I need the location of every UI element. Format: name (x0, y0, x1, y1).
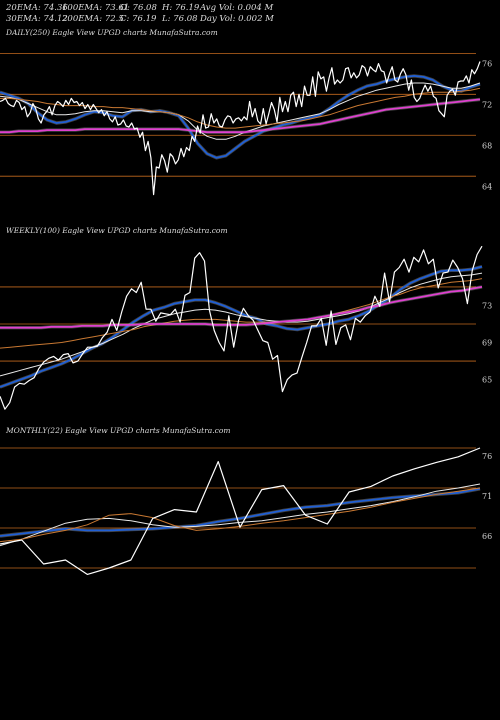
monthly-ema20-line (0, 487, 481, 537)
stat-low: L: 76.08 (162, 14, 198, 24)
weekly-ema100-line (0, 278, 483, 349)
monthly-price-line (0, 447, 481, 576)
weekly-ytick-0: 73 (482, 301, 492, 310)
weekly-ytick-2: 65 (482, 376, 492, 385)
daily-ytick-1: 72 (482, 101, 492, 110)
stat-ema100: 100EMA: 73.61 (62, 3, 130, 13)
daily-ema200-line (0, 98, 481, 134)
stat-open: O: 76.08 (120, 3, 157, 13)
monthly-ytick-0: 76 (482, 452, 492, 461)
stat-avgvol: Avg Vol: 0.004 M (200, 3, 274, 13)
daily-chart-title: DAILY(250) Eagle View UPGD charts Munafa… (6, 28, 218, 37)
weekly-ytick-1: 69 (482, 339, 492, 348)
monthly-ytick-1: 71 (482, 492, 492, 501)
stat-dayvol: Day Vol: 0.002 M (200, 14, 274, 24)
daily-ytick-3: 64 (482, 182, 492, 191)
weekly-price-line (0, 245, 483, 410)
monthly-chart-title: MONTHLY(22) Eagle View UPGD charts Munaf… (6, 426, 231, 435)
monthly-ema30-line (0, 483, 481, 547)
monthly-ytick-2: 66 (482, 532, 492, 541)
stat-ema30: 30EMA: 74.12 (6, 14, 68, 24)
daily-ema30-line (0, 82, 481, 140)
daily-price-line (0, 61, 481, 196)
daily-ytick-2: 68 (482, 141, 492, 150)
stat-high: H: 76.19 (162, 3, 200, 13)
stat-close: C: 76.19 (120, 14, 157, 24)
stat-ema20: 20EMA: 74.36 (6, 3, 68, 13)
weekly-ema200-line (0, 286, 483, 329)
stat-ema200: 200EMA: 72.5 (62, 14, 124, 24)
weekly-chart-title: WEEKLY(100) Eagle View UPGD charts Munaf… (6, 226, 228, 235)
daily-ema20-line (0, 75, 481, 159)
daily-ytick-0: 76 (482, 60, 492, 69)
